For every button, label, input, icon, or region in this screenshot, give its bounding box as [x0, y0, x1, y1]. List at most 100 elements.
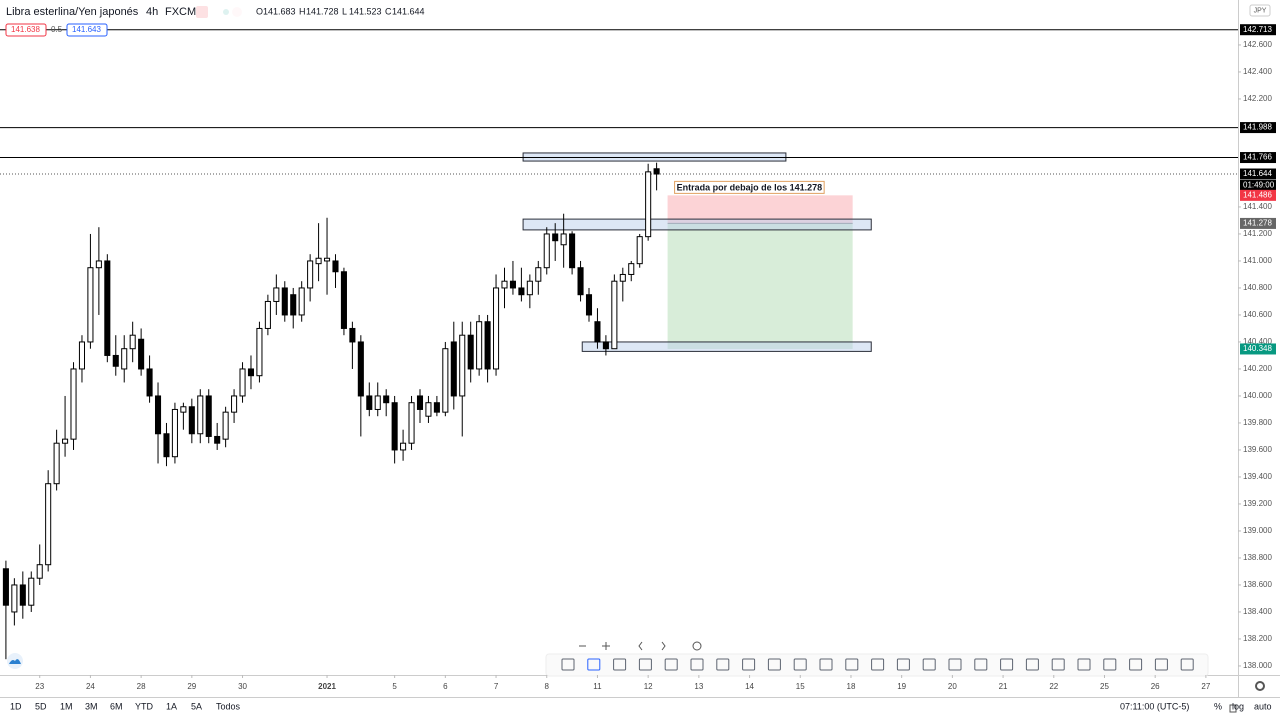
range-button[interactable]: 5A [191, 701, 202, 711]
price-line-badge-label: 141.766 [1243, 153, 1272, 162]
candle-body [121, 348, 128, 370]
range-button[interactable]: 3M [85, 701, 98, 711]
tool-icon[interactable] [690, 658, 704, 671]
x-tick-label: 8 [545, 682, 550, 691]
x-tick-label: 24 [86, 682, 95, 691]
candle-body [298, 287, 305, 316]
zoom-in[interactable] [602, 642, 610, 650]
candle-body [256, 327, 263, 377]
x-tick-label: 11 [593, 682, 602, 691]
tool-icon[interactable] [922, 658, 936, 671]
range-button[interactable]: 1M [60, 701, 73, 711]
tool-icon[interactable] [664, 658, 678, 671]
tool-icon[interactable] [974, 658, 988, 671]
candle-body [509, 280, 516, 289]
tool-icon[interactable] [845, 658, 859, 671]
candle-body [467, 334, 474, 370]
tool-icon[interactable] [742, 658, 756, 671]
tool-icon[interactable] [948, 658, 962, 671]
scroll-left[interactable] [638, 641, 643, 651]
scroll-right[interactable] [661, 641, 666, 651]
x-tick-label: 19 [897, 682, 906, 691]
candle-body [433, 402, 440, 413]
range-button[interactable]: 6M [110, 701, 123, 711]
candle-body [11, 584, 18, 613]
candle-body [484, 321, 491, 370]
entry-badge-label: 141.278 [1243, 219, 1272, 228]
candle-body [400, 442, 407, 451]
logo-mark [9, 659, 21, 664]
go-to-date[interactable] [1229, 704, 1237, 713]
price-line-badge [1240, 122, 1276, 134]
zone [581, 341, 872, 352]
candle-body [577, 267, 584, 296]
candle-body [628, 263, 635, 275]
y-tick-label: 140.800 [1243, 283, 1272, 292]
stop-badge [1240, 189, 1276, 201]
currency-box [1249, 4, 1271, 17]
scale-option[interactable]: log [1232, 701, 1244, 711]
tool-icon[interactable] [767, 658, 781, 671]
candle-body [188, 406, 195, 435]
candle-body [442, 348, 449, 413]
range-button[interactable]: 1A [166, 701, 177, 711]
candle-body [239, 368, 246, 397]
tool-icon[interactable] [1129, 658, 1143, 671]
target-badge [1240, 343, 1276, 355]
tool-icon[interactable] [1051, 658, 1065, 671]
source: FXCM [165, 6, 196, 18]
candle-body [2, 568, 9, 606]
y-tick-label: 138.800 [1243, 553, 1272, 562]
tool-icon[interactable] [1025, 658, 1039, 671]
scale-option[interactable]: % [1214, 701, 1222, 711]
tool-icon[interactable] [1077, 658, 1091, 671]
range-button[interactable]: YTD [135, 701, 154, 711]
tool-icon[interactable] [793, 658, 807, 671]
ohlc-letter: L [342, 6, 347, 16]
candle-body [501, 280, 508, 289]
tool-icon[interactable] [1000, 658, 1014, 671]
y-tick-label: 140.400 [1243, 337, 1272, 346]
tool-icon[interactable] [819, 658, 833, 671]
scale-option[interactable]: auto [1254, 701, 1272, 711]
x-tick-label: 30 [238, 682, 247, 691]
ohlc-value: 141.728 [306, 6, 339, 16]
tool-icon[interactable] [587, 658, 601, 671]
range-button[interactable]: 1D [10, 701, 22, 711]
stop-badge-label: 141.486 [1243, 190, 1272, 199]
y-tick-label: 142.400 [1243, 67, 1272, 76]
tool-icon[interactable] [638, 658, 652, 671]
candle-body [290, 294, 297, 316]
current-price-badge-label: 141.644 [1243, 169, 1272, 178]
candle-body [383, 395, 390, 404]
tool-icon[interactable] [896, 658, 910, 671]
tool-icon[interactable] [1154, 658, 1168, 671]
target-area [667, 223, 853, 349]
tool-icon[interactable] [561, 658, 575, 671]
x-tick-label: 20 [948, 682, 957, 691]
candle-body [180, 406, 187, 413]
reset[interactable] [692, 641, 702, 651]
spread: 0.5 [51, 25, 63, 34]
x-tick-label: 29 [187, 682, 196, 691]
y-tick-label: 142.600 [1243, 40, 1272, 49]
tool-icon[interactable] [1180, 658, 1194, 671]
tool-icon[interactable] [1103, 658, 1117, 671]
tool-icon[interactable] [871, 658, 885, 671]
candle-body [28, 577, 35, 606]
candle-body [45, 483, 52, 566]
countdown-badge [1240, 180, 1276, 192]
candle-body [619, 273, 626, 282]
range-button[interactable]: Todos [216, 701, 241, 711]
candle-body [87, 267, 94, 343]
range-button[interactable]: 5D [35, 701, 47, 711]
entry-badge [1240, 217, 1276, 229]
candle-body [62, 438, 69, 444]
price-line-badge [1240, 152, 1276, 164]
ohlc-value: 141.644 [392, 6, 425, 16]
candle-body [535, 267, 542, 282]
tool-icon[interactable] [716, 658, 730, 671]
tool-icon[interactable] [613, 658, 627, 671]
settings[interactable] [1255, 681, 1265, 691]
